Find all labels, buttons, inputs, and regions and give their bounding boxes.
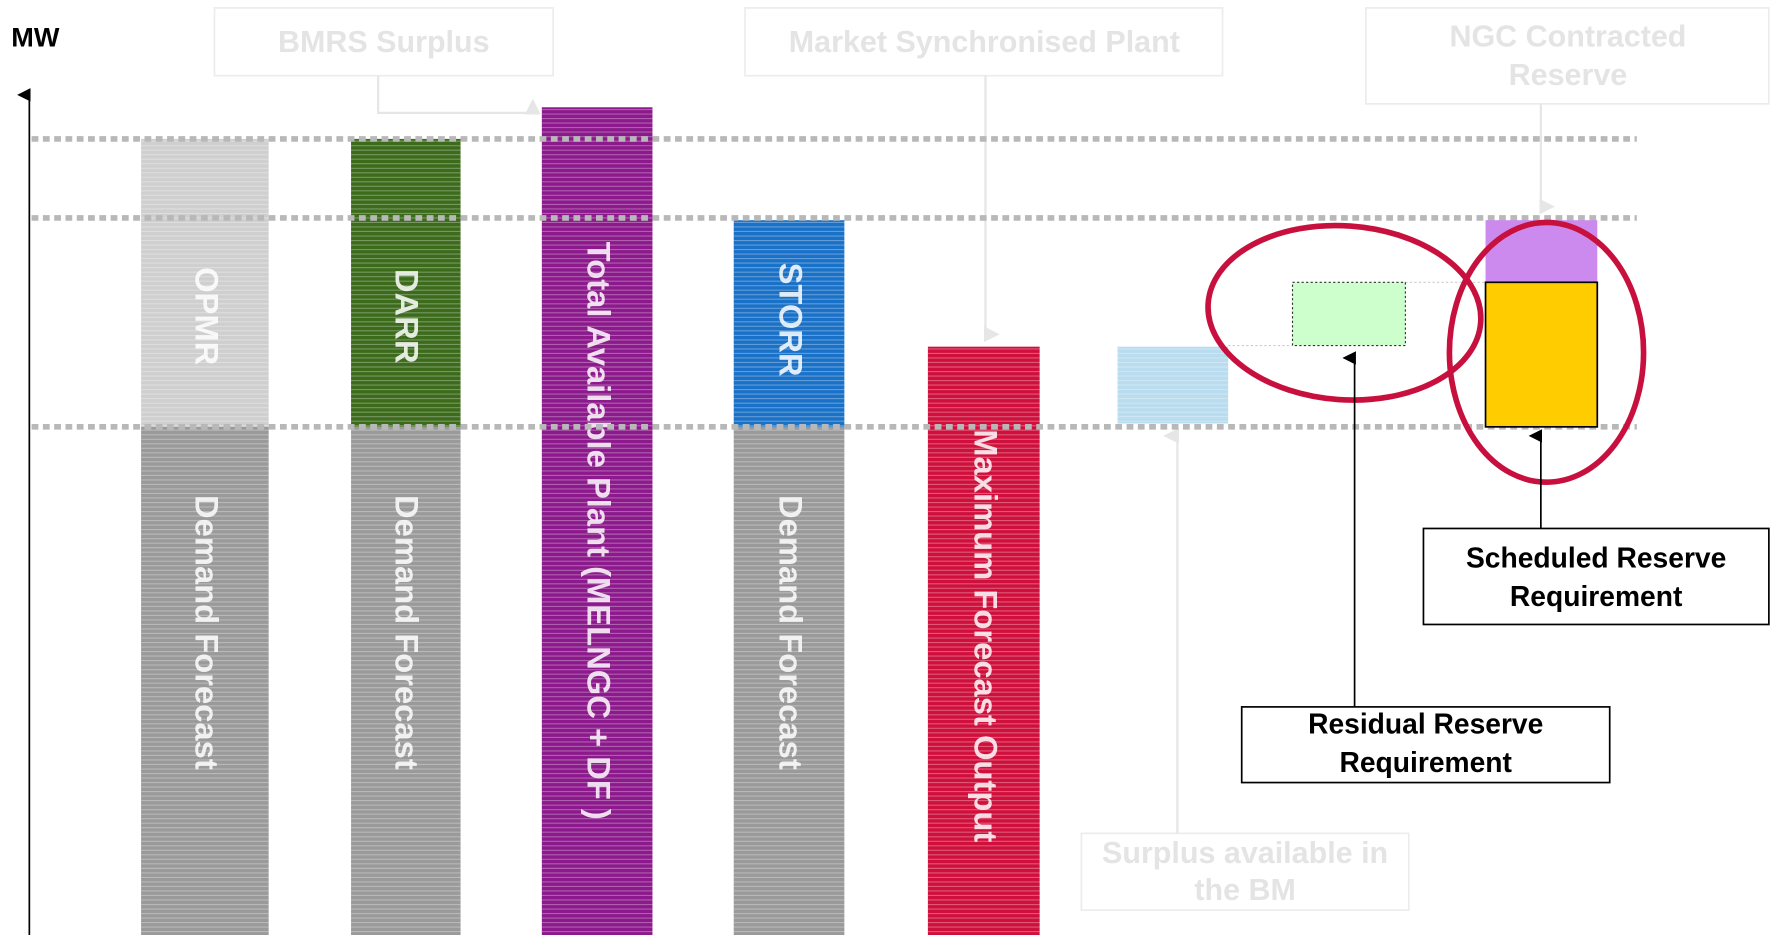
bar-segment [541,107,653,935]
bar-segment [351,426,461,935]
bar-storr: STORR Demand Forecast [733,220,845,935]
callout-box [1240,706,1611,784]
callout-box [744,7,1224,77]
bar-label: DARR [388,269,425,364]
bar-darr: DARR Demand Forecast [351,138,461,935]
highlight-ellipse [1205,222,1484,403]
bar-segment [927,346,1040,935]
bar-opmr: OPMR Demand Forecast [141,138,269,935]
callout-box [213,7,554,77]
bar-label: Demand Forecast [189,495,226,770]
callout-box [1365,7,1770,105]
stripes [141,108,1598,933]
callout-text: Residual Reserve [1308,708,1543,740]
scheduled-block [1484,281,1599,428]
bar-segment [733,426,845,935]
callout-text: Scheduled Reserve [1466,542,1726,574]
callout-box [1422,527,1770,626]
bar-label: OPMR [189,267,226,365]
bar-label: Maximum Forecast Output [968,429,1005,842]
bar-label: Total Available Plant (MELNGC + DF ) [580,242,617,820]
callout-text: the BM [1194,873,1296,907]
bar-total-available: Total Available Plant (MELNGC + DF ) [541,107,653,935]
callout-text: NGC Contracted [1449,19,1686,53]
surplus-block [1117,346,1229,424]
bar-label: STORR [772,263,809,377]
callout-text: Surplus available in [1102,836,1388,870]
axis-label: MW [11,22,60,53]
connector [377,75,541,115]
bar-segment [351,138,461,427]
callout-text: Requirement [1339,746,1512,778]
callout-text: Market Synchronised Plant [789,25,1180,59]
bar-segment [733,220,845,427]
callout-text: Requirement [1510,580,1683,612]
bar-label: Demand Forecast [388,495,425,770]
callout-box [1080,832,1410,912]
callout-text: Reserve [1509,58,1628,92]
highlight-ellipse [1446,219,1647,486]
bar-segment [141,138,269,427]
bar-segment [141,426,269,935]
bar-max-forecast: Maximum Forecast Output [927,346,1040,935]
bar-label: Demand Forecast [772,495,809,770]
callout-text: BMRS Surplus [278,25,490,59]
residual-block [1291,281,1406,347]
